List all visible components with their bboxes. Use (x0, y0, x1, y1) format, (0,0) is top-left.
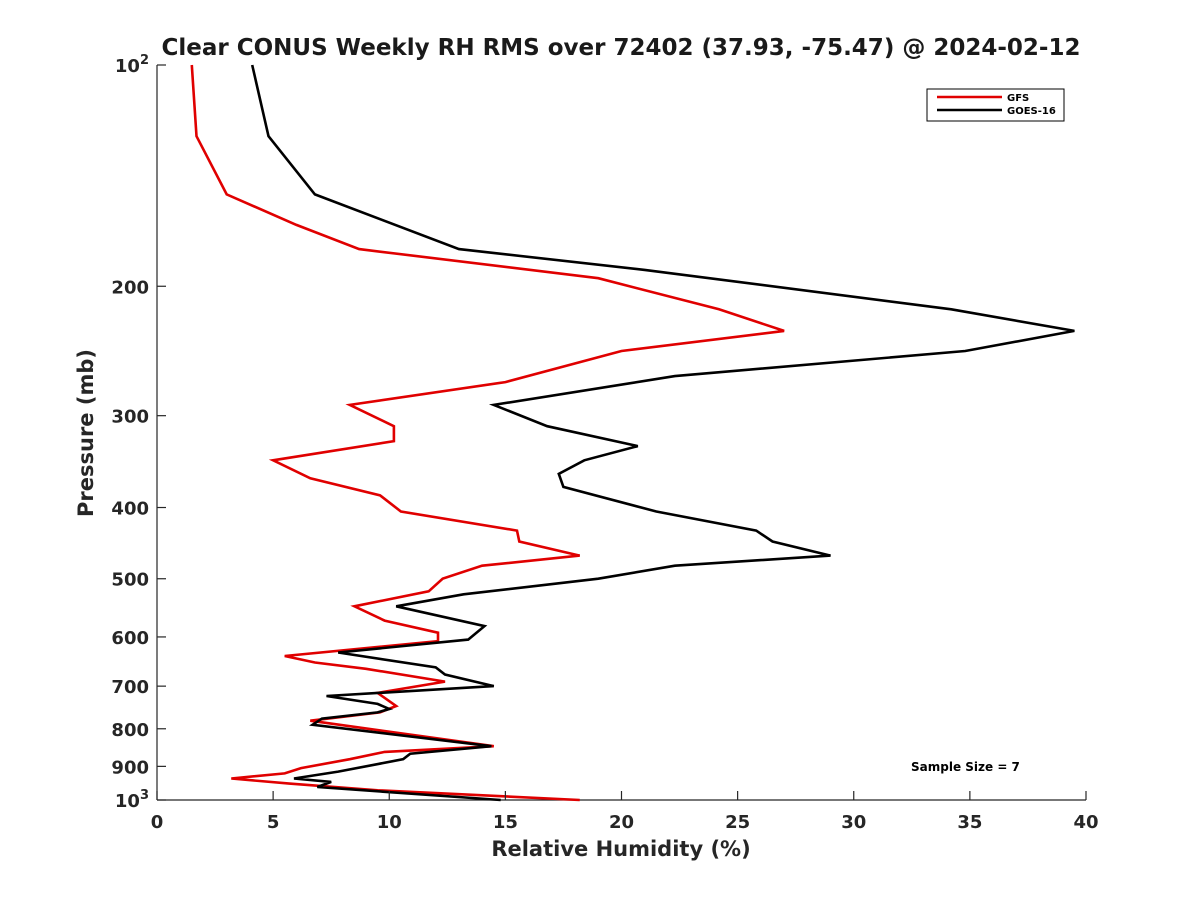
y-tick-label: 200 (111, 277, 149, 298)
y-tick-label: 500 (111, 570, 149, 591)
y-tick-label: 102 (115, 53, 149, 77)
legend-box (926, 88, 1065, 122)
x-tick-label: 35 (957, 812, 982, 833)
series-line-gfs (190, 64, 785, 802)
sample-size-annotation: Sample Size = 7 (911, 760, 1020, 774)
legend-label-gfs: GFS (1007, 93, 1029, 104)
x-tick-label: 0 (151, 812, 164, 833)
y-axis-label: Pressure (mb) (74, 349, 98, 517)
series-line-goes16 (250, 64, 1075, 802)
y-tick-label: 300 (111, 407, 149, 428)
x-axis-ticks: 0 5 10 15 20 25 30 35 40 (151, 791, 1099, 833)
x-tick-label: 40 (1073, 812, 1098, 833)
y-tick-exponent: 2 (140, 53, 149, 68)
x-tick-label: 10 (377, 812, 402, 833)
x-tick-label: 25 (725, 812, 750, 833)
x-tick-label: 30 (841, 812, 866, 833)
y-tick-label: 600 (111, 628, 149, 649)
y-tick-label: 900 (111, 757, 149, 778)
y-tick-label: 800 (111, 720, 149, 741)
x-tick-label: 20 (609, 812, 634, 833)
legend-label-goes16: GOES-16 (1007, 106, 1056, 117)
x-tick-label: 5 (267, 812, 280, 833)
y-tick-exponent: 3 (140, 788, 149, 803)
series-layer (190, 64, 1075, 802)
x-axis-label: Relative Humidity (%) (491, 837, 750, 861)
y-tick-label: 700 (111, 677, 149, 698)
chart-title: Clear CONUS Weekly RH RMS over 72402 (37… (162, 35, 1081, 61)
y-tick-label: 400 (111, 499, 149, 520)
x-tick-label: 15 (493, 812, 518, 833)
legend: GFS GOES-16 (926, 88, 1065, 122)
